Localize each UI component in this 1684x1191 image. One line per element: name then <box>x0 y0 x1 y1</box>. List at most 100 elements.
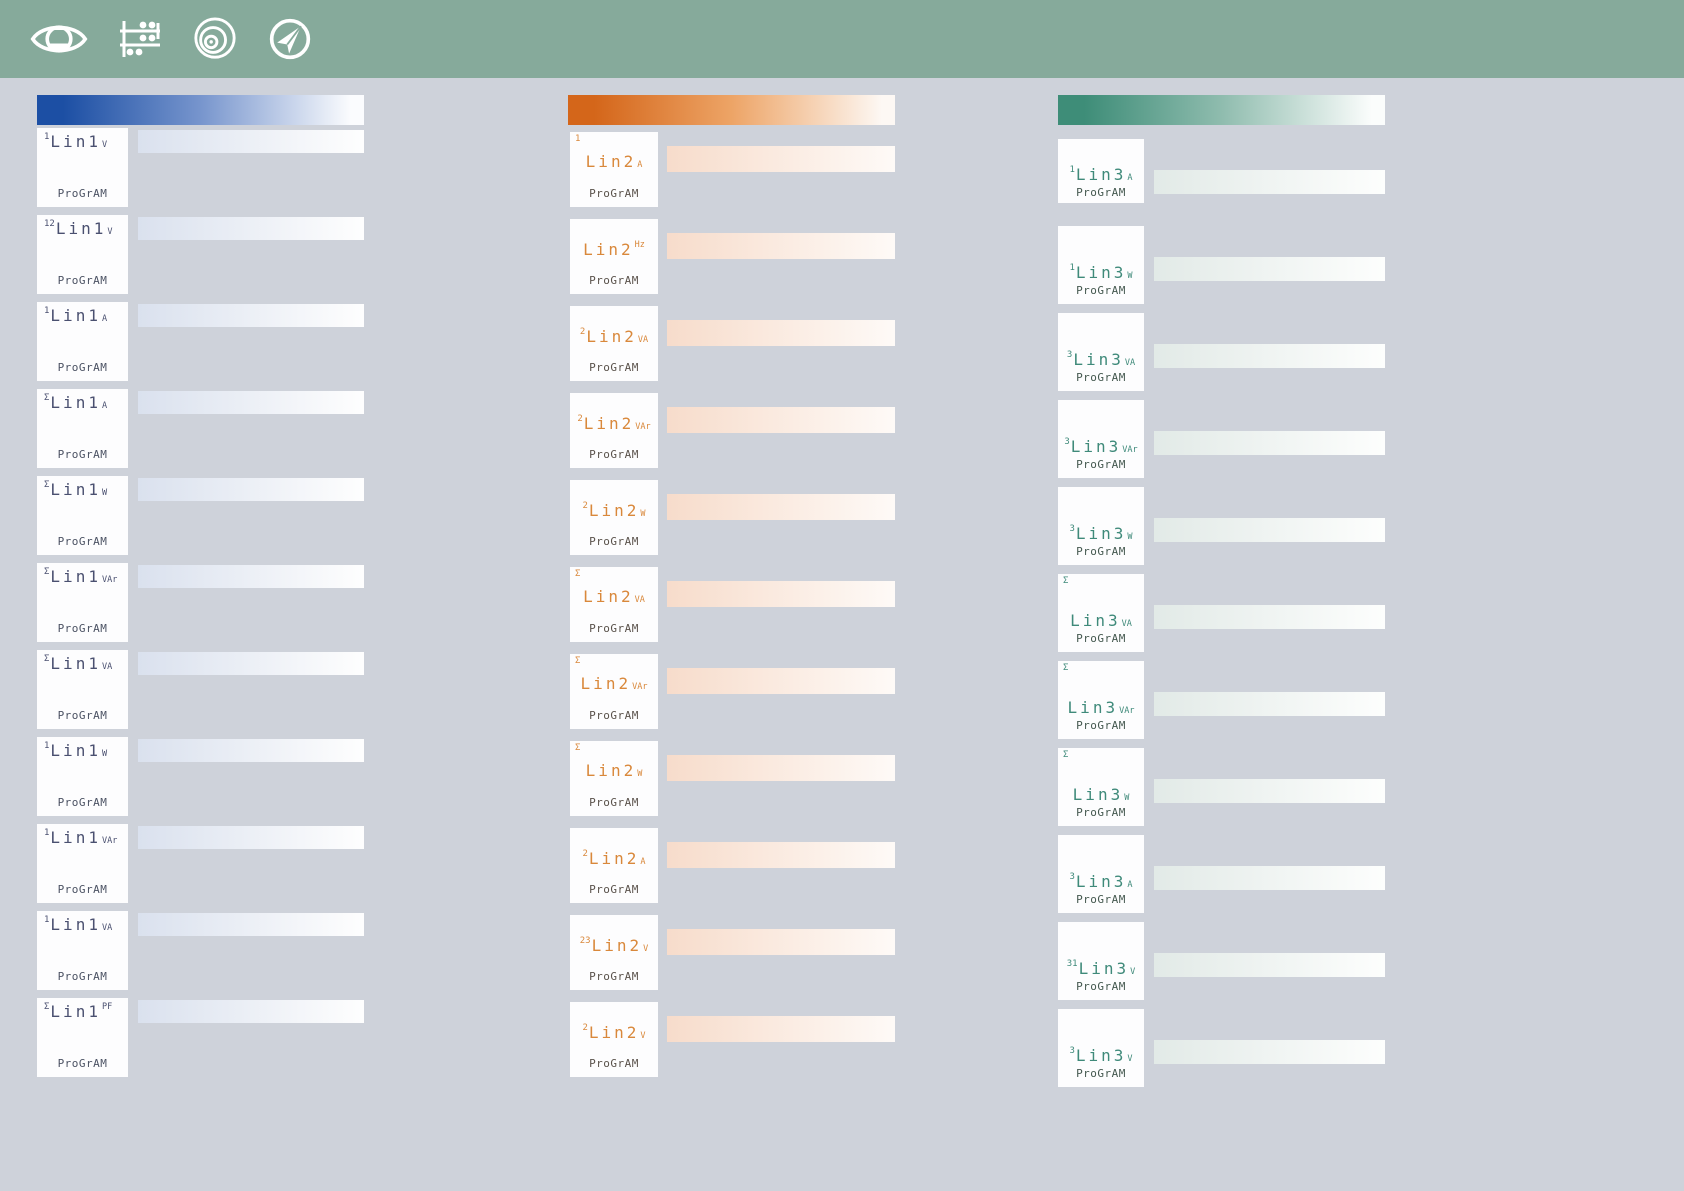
meter-card[interactable]: 2Lin2W ProGrAM <box>570 480 658 555</box>
lens-button[interactable] <box>192 16 238 62</box>
meter-row: 2Lin2V ProGrAM <box>568 1002 895 1077</box>
column-line-2-header <box>568 95 895 125</box>
meter-card[interactable]: 3Lin3V ProGrAM <box>1058 1009 1144 1087</box>
meter-display: Lin2A <box>573 154 655 170</box>
program-label: ProGrAM <box>57 795 108 809</box>
meter-prefix: 3 <box>1069 871 1075 882</box>
meter-card[interactable]: 2Lin2A ProGrAM <box>570 828 658 903</box>
meter-card[interactable]: 2Lin2V ProGrAM <box>570 1002 658 1077</box>
program-label: ProGrAM <box>589 795 639 809</box>
meter-card[interactable]: Lin2Hz ProGrAM <box>570 219 658 294</box>
meter-unit: VA <box>101 923 113 933</box>
meter-card[interactable]: 2Lin2VA ProGrAM <box>570 306 658 381</box>
program-label: ProGrAM <box>57 1056 108 1070</box>
meter-prefix: 3 <box>1064 436 1070 447</box>
meter-card[interactable]: 31Lin3V ProGrAM <box>1058 922 1144 1000</box>
meter-unit: W <box>1127 531 1133 542</box>
meter-card[interactable]: 1Lin1W ProGrAM <box>37 737 128 816</box>
program-label: ProGrAM <box>57 708 108 722</box>
toolbar <box>0 0 1684 78</box>
meter-display: Lin3W <box>1061 786 1141 803</box>
send-button[interactable] <box>268 17 312 61</box>
meter-row: 2Lin2VA ProGrAM <box>568 306 895 381</box>
value-bar <box>667 146 895 172</box>
meter-unit: V <box>643 944 649 954</box>
meter-card[interactable]: Σ Lin2W ProGrAM <box>570 741 658 816</box>
meter-display: ΣLin1VAr <box>40 568 125 585</box>
meter-prefix: 23 <box>579 936 591 946</box>
eye-logo-button[interactable] <box>30 17 88 61</box>
meter-prefix: Σ <box>44 1002 50 1012</box>
meter-row: 1Lin1W ProGrAM <box>37 737 364 816</box>
program-label: ProGrAM <box>589 186 639 200</box>
value-bar <box>1154 170 1385 194</box>
meter-display: 12Lin1V <box>40 220 125 237</box>
meter-prefix: 31 <box>1066 958 1078 969</box>
meter-display: 1Lin1W <box>40 742 125 759</box>
eye-logo-icon <box>30 25 88 53</box>
meter-row: 3Lin3V ProGrAM <box>1058 1009 1385 1087</box>
meter-unit: W <box>640 509 646 519</box>
meter-display: 1Lin3W <box>1061 263 1141 281</box>
column-line-2-rows: 1 Lin2A ProGrAM Lin2Hz ProGrAM 2Lin2VA ProGrAM… <box>568 132 895 1077</box>
program-label: ProGrAM <box>1076 457 1126 471</box>
meter-label: Lin2 <box>588 849 640 868</box>
meter-card[interactable]: 3Lin3W ProGrAM <box>1058 487 1144 565</box>
meter-label: Lin2 <box>580 674 632 693</box>
meter-display: ΣLin1PF <box>40 1003 125 1020</box>
meter-prefix: 3 <box>1069 523 1075 534</box>
meter-display: ΣLin1W <box>40 481 125 498</box>
meter-card[interactable]: Σ Lin3VA ProGrAM <box>1058 574 1144 652</box>
program-label: ProGrAM <box>589 969 639 983</box>
meter-card[interactable]: 1Lin1VAr ProGrAM <box>37 824 128 903</box>
meter-card[interactable]: 12Lin1V ProGrAM <box>37 215 128 294</box>
program-label: ProGrAM <box>1076 370 1126 384</box>
lens-circles-icon <box>194 17 236 59</box>
meter-card[interactable]: ΣLin1VAr ProGrAM <box>37 563 128 642</box>
meter-unit: W <box>101 488 108 498</box>
meter-row: 3Lin3VA ProGrAM <box>1058 313 1385 391</box>
meter-card[interactable]: ΣLin1VA ProGrAM <box>37 650 128 729</box>
meter-card[interactable]: Σ Lin2VA ProGrAM <box>570 567 658 642</box>
meter-card[interactable]: 1Lin1VA ProGrAM <box>37 911 128 990</box>
meter-row: 1Lin3A ProGrAM <box>1058 139 1385 203</box>
column-line-3: 1Lin3A ProGrAM 1Lin3W ProGrAM 3Lin3VA ProGrAM… <box>1058 95 1385 1096</box>
meter-card[interactable]: 1Lin1A ProGrAM <box>37 302 128 381</box>
meter-card[interactable]: 1Lin3W ProGrAM <box>1058 226 1144 304</box>
meter-card[interactable]: 3Lin3VA ProGrAM <box>1058 313 1144 391</box>
meter-card[interactable]: 1 Lin2A ProGrAM <box>570 132 658 207</box>
meter-card[interactable]: ΣLin1W ProGrAM <box>37 476 128 555</box>
meter-card[interactable]: 2Lin2VAr ProGrAM <box>570 393 658 468</box>
meter-card[interactable]: Σ Lin3W ProGrAM <box>1058 748 1144 826</box>
meter-card[interactable]: ΣLin1A ProGrAM <box>37 389 128 468</box>
meter-card[interactable]: Σ Lin3VAr ProGrAM <box>1058 661 1144 739</box>
meter-card[interactable]: ΣLin1PF ProGrAM <box>37 998 128 1077</box>
meter-label: Lin1 <box>55 219 107 238</box>
meter-card[interactable]: 23Lin2V ProGrAM <box>570 915 658 990</box>
meter-card[interactable]: Σ Lin2VAr ProGrAM <box>570 654 658 729</box>
value-bar <box>1154 1040 1385 1064</box>
meter-card[interactable]: 1Lin3A ProGrAM <box>1058 139 1144 203</box>
meter-row: Σ Lin3VA ProGrAM <box>1058 574 1385 652</box>
meter-label: Lin1 <box>50 828 101 847</box>
value-bar <box>1154 518 1385 542</box>
meter-card[interactable]: 3Lin3A ProGrAM <box>1058 835 1144 913</box>
meter-card[interactable]: 3Lin3VAr ProGrAM <box>1058 400 1144 478</box>
value-bar <box>667 842 895 868</box>
meter-unit: V <box>640 1031 646 1041</box>
meter-display: 3Lin3VAr <box>1061 436 1141 455</box>
meter-unit: A <box>1127 879 1133 890</box>
meter-row: 23Lin2V ProGrAM <box>568 915 895 990</box>
meter-prefix: Σ <box>44 480 50 490</box>
meter-display: Lin2VAr <box>573 676 655 692</box>
meter-display: 3Lin3W <box>1061 523 1141 542</box>
abacus-button[interactable] <box>118 19 162 59</box>
value-bar <box>138 130 364 153</box>
meter-unit: PF <box>101 1002 113 1012</box>
value-bar <box>138 739 364 762</box>
meter-prefix: Σ <box>44 654 50 664</box>
program-label: ProGrAM <box>589 534 639 548</box>
meter-row: 3Lin3VAr ProGrAM <box>1058 400 1385 478</box>
meter-card[interactable]: 1Lin1V ProGrAM <box>37 128 128 207</box>
meter-label: Lin1 <box>50 741 101 760</box>
